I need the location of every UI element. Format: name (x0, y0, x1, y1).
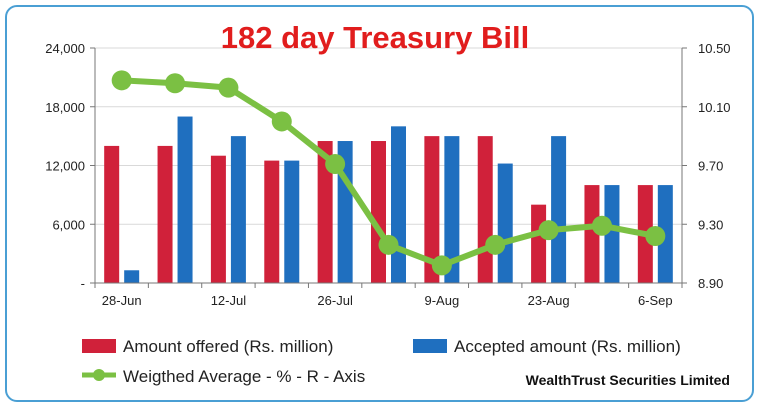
bar-amount-offered (157, 145, 173, 283)
chart-title: 182 day Treasury Bill (221, 20, 529, 55)
weighted-average-point (325, 154, 346, 175)
x-tick-label: 23-Aug (528, 293, 570, 308)
weighted-average-point (591, 215, 612, 236)
weighted-average-point (271, 111, 292, 132)
right-tick-label: 9.70 (698, 159, 723, 174)
legend-swatch-weighted-marker (93, 369, 105, 381)
bar-amount-offered (424, 136, 440, 283)
axes: - 6,000 12,000 18,000 24,000 8.90 9.30 9.70 10.1… (45, 41, 730, 308)
left-tick-label: 18,000 (45, 100, 85, 115)
brand-label: WealthTrust Securities Limited (526, 372, 730, 388)
bar-accepted-amount (230, 136, 246, 283)
legend-label-accepted: Accepted amount (Rs. million) (454, 337, 681, 356)
bar-accepted-amount (604, 185, 620, 283)
right-tick-label: 8.90 (698, 276, 723, 291)
bars (104, 116, 673, 284)
x-tick-label: 28-Jun (102, 293, 142, 308)
weighted-average-point (111, 70, 132, 91)
x-tick-label: 26-Jul (317, 293, 353, 308)
weighted-average-point (485, 234, 506, 255)
bar-amount-offered (210, 155, 226, 283)
bar-accepted-amount (177, 116, 193, 284)
bar-amount-offered (371, 141, 386, 283)
left-tick-label: - (81, 276, 85, 291)
weighted-average-point (645, 226, 666, 246)
bar-accepted-amount (391, 126, 406, 283)
left-tick-label: 6,000 (52, 217, 85, 232)
left-tick-label: 24,000 (45, 41, 85, 56)
weighted-average-point (218, 77, 239, 98)
bar-amount-offered (531, 204, 547, 283)
bar-amount-offered (317, 141, 333, 283)
right-tick-label: 10.10 (698, 100, 731, 115)
bar-amount-offered (104, 145, 120, 283)
legend-label-offered: Amount offered (Rs. million) (123, 337, 333, 356)
weighted-average-point (378, 234, 399, 255)
legend-swatch-accepted (413, 339, 447, 353)
left-tick-label: 12,000 (45, 159, 85, 174)
bar-accepted-amount (551, 136, 567, 283)
bar-amount-offered (584, 185, 600, 283)
right-tick-label: 9.30 (698, 217, 723, 232)
bar-amount-offered (477, 136, 493, 283)
weighted-average-line (111, 70, 666, 276)
bar-accepted-amount (657, 185, 673, 283)
bar-accepted-amount (284, 160, 300, 283)
bar-accepted-amount (444, 136, 460, 283)
right-tick-label: 10.50 (698, 41, 731, 56)
weighted-average-point (538, 220, 559, 241)
bar-amount-offered (264, 160, 280, 283)
bar-accepted-amount (497, 163, 513, 283)
legend-swatch-offered (82, 339, 116, 353)
bar-accepted-amount (124, 270, 140, 283)
x-tick-label: 6-Sep (638, 293, 673, 308)
legend-label-weighted: Weigthed Average - % - R - Axis (123, 367, 365, 386)
weighted-average-point (165, 73, 186, 94)
x-tick-label: 9-Aug (425, 293, 460, 308)
x-tick-label: 12-Jul (211, 293, 247, 308)
weighted-average-point (431, 255, 452, 276)
